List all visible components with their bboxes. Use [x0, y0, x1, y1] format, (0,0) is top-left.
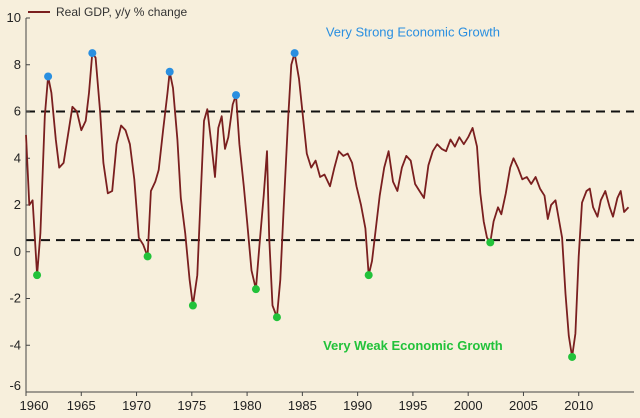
axes: -6 -4 -2 0 2 4 6 8 10 1960 1965 1970 1975 1980 1985 199… — [7, 10, 634, 413]
series-line — [25, 52, 630, 358]
low-point-marker — [251, 285, 260, 294]
y-tick-label: 8 — [14, 57, 21, 72]
high-point-marker — [290, 49, 299, 58]
high-point-marker — [88, 49, 97, 58]
marker-group — [33, 49, 577, 361]
annotation-group: Very Strong Economic Growth Very Weak Eco… — [323, 25, 503, 353]
x-tick-label: 1970 — [122, 398, 151, 413]
y-tick-label: -2 — [9, 291, 21, 306]
low-point-marker — [143, 252, 152, 261]
series-group — [25, 52, 630, 358]
low-point-marker — [188, 301, 197, 310]
x-tick-label: 1975 — [177, 398, 206, 413]
high-point-marker — [165, 67, 174, 76]
y-tick-label: 6 — [14, 104, 21, 119]
y-tick-label: 4 — [14, 150, 21, 165]
y-tick-label: -6 — [9, 378, 21, 393]
threshold-lines — [26, 110, 634, 242]
x-tick-label: 2000 — [454, 398, 483, 413]
y-tick-label: 10 — [7, 10, 21, 25]
y-tick-label: 0 — [14, 244, 21, 259]
x-tick-label: 1990 — [343, 398, 372, 413]
low-point-marker — [568, 352, 577, 361]
x-tick-label: 2005 — [509, 398, 538, 413]
y-tick-label: -4 — [9, 337, 21, 352]
annotation-strong-growth: Very Strong Economic Growth — [326, 25, 500, 40]
x-tick-label: 1980 — [233, 398, 262, 413]
low-point-marker — [272, 313, 281, 322]
low-point-marker — [33, 271, 42, 280]
x-tick-label: 2010 — [564, 398, 593, 413]
x-tick-label: 1985 — [288, 398, 317, 413]
y-tick-label: 2 — [14, 197, 21, 212]
high-point-marker — [44, 72, 53, 81]
x-tick-label: 1995 — [398, 398, 427, 413]
low-point-marker — [486, 238, 495, 247]
annotation-weak-growth: Very Weak Economic Growth — [323, 338, 503, 353]
high-point-marker — [232, 91, 241, 100]
x-tick-label: 1965 — [67, 398, 96, 413]
legend-label: Real GDP, y/y % change — [56, 5, 188, 19]
legend: Real GDP, y/y % change — [28, 5, 188, 19]
low-point-marker — [364, 271, 373, 280]
x-tick-label: 1960 — [20, 398, 49, 413]
